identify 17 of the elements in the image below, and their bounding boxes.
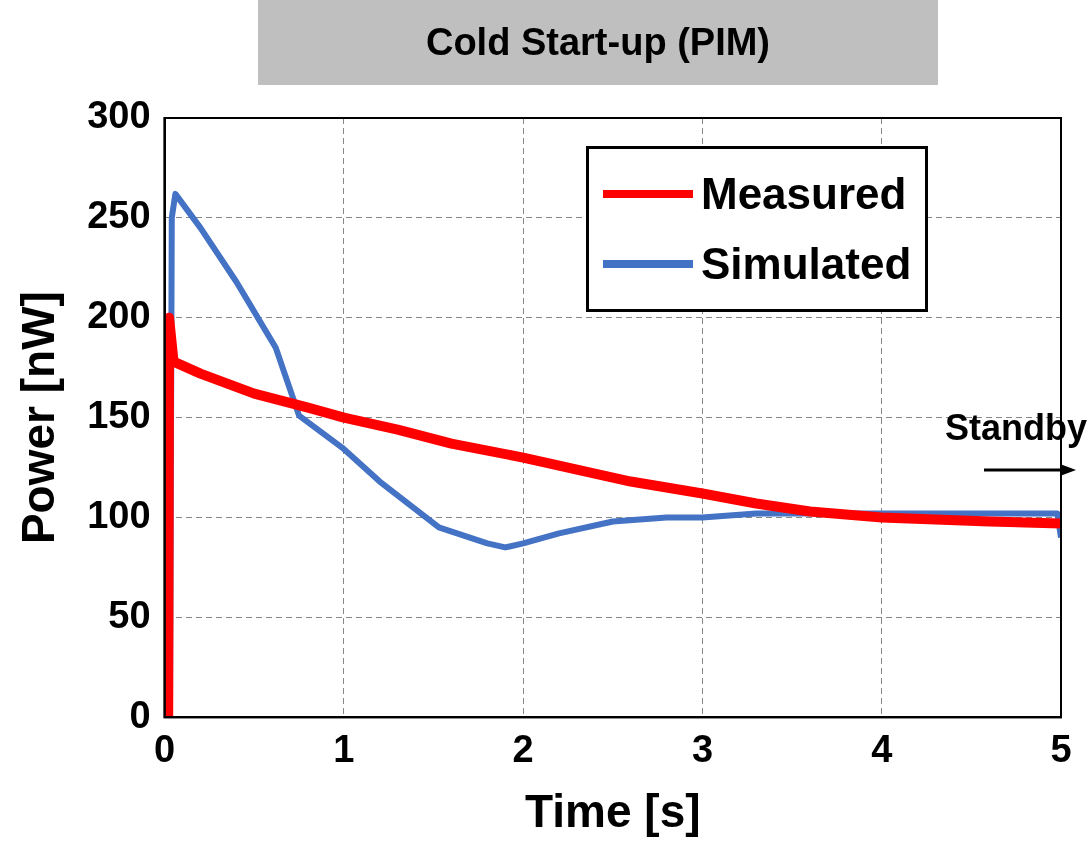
- x-tick-label: 5: [1050, 728, 1072, 771]
- legend-label: Measured: [701, 169, 907, 219]
- y-tick-label: 200: [87, 294, 151, 337]
- y-tick-label: 0: [129, 693, 151, 736]
- x-tick-label: 3: [691, 728, 714, 771]
- y-axis-title: Power [nW]: [12, 291, 65, 545]
- y-tick-label: 300: [87, 94, 151, 137]
- x-axis-title: Time [s]: [525, 785, 701, 838]
- x-tick-label: 4: [871, 728, 893, 771]
- y-tick-label: 50: [108, 593, 151, 636]
- y-tick-label: 150: [87, 394, 151, 437]
- y-tick-label: 250: [87, 194, 151, 237]
- y-tick-label: 100: [87, 493, 151, 536]
- legend-label: Simulated: [701, 239, 912, 289]
- x-tick-label: 2: [512, 728, 534, 771]
- chart-title: Cold Start-up (PIM): [258, 0, 938, 85]
- x-tick-label: 1: [333, 728, 355, 771]
